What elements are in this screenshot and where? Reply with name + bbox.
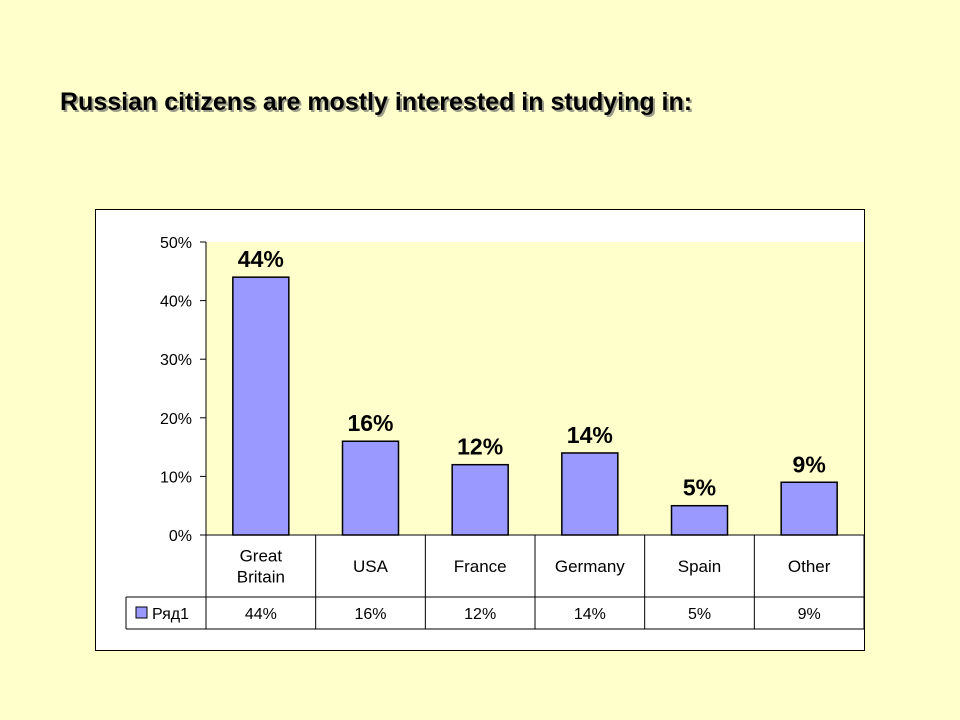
- table-value: 44%: [245, 606, 277, 623]
- y-tick-label: 0%: [169, 528, 192, 545]
- table-value: 12%: [464, 606, 496, 623]
- legend-key: [135, 606, 148, 619]
- category-label: Spain: [678, 557, 721, 576]
- y-tick-label: 50%: [160, 235, 192, 252]
- table-value: 16%: [354, 606, 386, 623]
- category-label: Britain: [237, 568, 285, 587]
- y-tick-label: 20%: [160, 411, 192, 428]
- bar-chart: 0% 10% 20% 30% 40% 50% 44% 16% 12% 14% 5% 9% Great…: [125, 235, 864, 630]
- y-tick-label: 10%: [160, 469, 192, 486]
- data-label: 16%: [347, 410, 393, 436]
- table-value: 5%: [688, 606, 711, 623]
- data-label: 44%: [238, 246, 284, 272]
- y-axis: 0% 10% 20% 30% 40% 50%: [160, 235, 207, 545]
- y-tick-label: 30%: [160, 352, 192, 369]
- bar: [451, 463, 509, 536]
- category-label: USA: [353, 557, 389, 576]
- bar: [232, 276, 290, 536]
- category-label: France: [454, 557, 507, 576]
- data-label: 12%: [457, 434, 503, 460]
- chart-frame: 0% 10% 20% 30% 40% 50% 44% 16% 12% 14% 5% 9% Great…: [95, 209, 865, 651]
- bar: [561, 452, 619, 536]
- table-value: 14%: [574, 606, 606, 623]
- data-table: Great Britain USA France Germany Spain Other Ря…: [125, 534, 864, 630]
- data-labels: 44% 16% 12% 14% 5% 9%: [238, 246, 826, 501]
- bar: [780, 481, 838, 536]
- data-label: 9%: [793, 451, 826, 477]
- data-label: 14%: [567, 422, 613, 448]
- category-label: Other: [788, 557, 831, 576]
- y-tick-label: 40%: [160, 294, 192, 311]
- bar: [670, 504, 729, 536]
- slide-title: Russian citizens are mostly interested i…: [60, 88, 693, 116]
- plot-area: [206, 242, 864, 535]
- bar: [341, 440, 400, 536]
- data-label: 5%: [683, 475, 716, 501]
- category-label: Great: [240, 547, 283, 566]
- category-label: Germany: [555, 557, 625, 576]
- table-value: 9%: [798, 606, 821, 623]
- legend-series-name: Ряд1: [152, 606, 189, 623]
